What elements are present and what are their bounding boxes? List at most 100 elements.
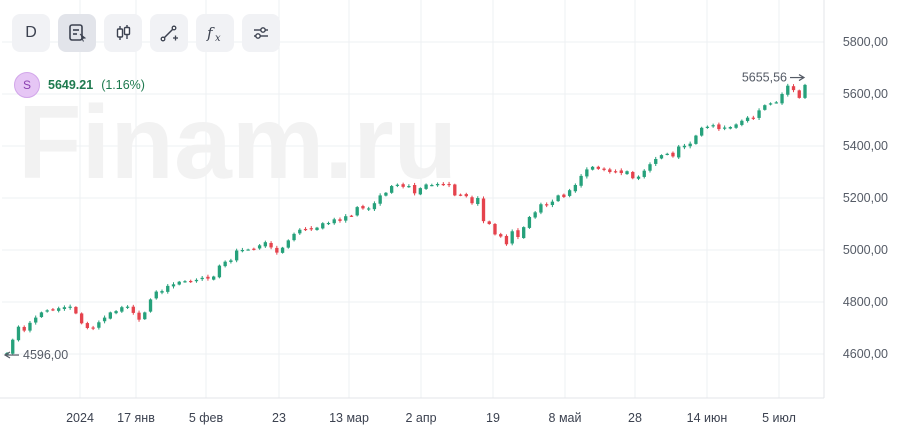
candle-body bbox=[326, 222, 331, 225]
candle-body bbox=[108, 312, 113, 319]
high-arrow bbox=[798, 74, 806, 82]
price-change: (1.16%) bbox=[101, 78, 145, 92]
candle-body bbox=[418, 188, 423, 195]
candle-body bbox=[682, 145, 687, 148]
candle-body bbox=[11, 339, 15, 354]
y-tick-label: 5400,00 bbox=[843, 139, 888, 153]
y-tick-label: 5800,00 bbox=[843, 35, 888, 49]
price-annotations: 4596,00 5655,56 bbox=[3, 71, 806, 362]
candle-body bbox=[774, 102, 778, 104]
candle-body bbox=[435, 183, 440, 186]
candle-body bbox=[481, 198, 486, 222]
candle-body bbox=[91, 327, 95, 329]
candle-body bbox=[470, 197, 474, 204]
candle-body bbox=[378, 195, 382, 204]
x-tick-label: 23 bbox=[272, 411, 286, 425]
candle-body bbox=[223, 261, 227, 267]
candle-body bbox=[321, 223, 325, 229]
interval-button[interactable]: D bbox=[12, 14, 50, 52]
last-price: 5649.21 bbox=[48, 78, 94, 92]
candle-body bbox=[177, 281, 181, 285]
candle-body bbox=[206, 276, 210, 279]
candle-body bbox=[562, 194, 566, 197]
chart-template-button[interactable] bbox=[58, 14, 96, 52]
candle-body bbox=[154, 291, 158, 299]
drawing-tools-button[interactable] bbox=[150, 14, 188, 52]
candle-body bbox=[791, 86, 796, 91]
settings-button[interactable] bbox=[242, 14, 280, 52]
candlestick-icon bbox=[116, 25, 131, 40]
candle-body bbox=[711, 125, 715, 127]
candle-body bbox=[263, 242, 268, 247]
candle-body bbox=[137, 312, 141, 320]
y-tick-label: 5200,00 bbox=[843, 191, 888, 205]
candle-body bbox=[458, 194, 463, 196]
candle-body bbox=[131, 306, 135, 313]
settings-sliders-icon bbox=[254, 27, 268, 39]
candle-body bbox=[677, 146, 681, 158]
chart-type-button[interactable] bbox=[104, 14, 142, 52]
x-tick-label: 19 bbox=[486, 411, 500, 425]
candle-body bbox=[619, 170, 623, 174]
candle-body bbox=[487, 221, 491, 224]
candle-body bbox=[608, 169, 612, 172]
candle-body bbox=[51, 309, 55, 311]
candle-body bbox=[361, 206, 365, 209]
candle-body bbox=[22, 326, 26, 331]
candle-body bbox=[252, 248, 256, 250]
candle-body bbox=[734, 124, 738, 128]
candle-body bbox=[143, 312, 147, 320]
candle-body bbox=[803, 84, 807, 98]
candle-body bbox=[550, 201, 555, 206]
x-tick-label: 5 фев bbox=[189, 411, 224, 425]
candle-body bbox=[45, 310, 49, 312]
candle-body bbox=[699, 127, 704, 136]
low-price-label: 4596,00 bbox=[23, 348, 68, 362]
grid bbox=[2, 0, 824, 398]
candle-body bbox=[102, 317, 107, 322]
candle-body bbox=[332, 219, 336, 224]
candle-body bbox=[602, 168, 606, 170]
x-tick-label: 17 янв bbox=[117, 411, 155, 425]
candle-body bbox=[510, 231, 514, 244]
candle-body bbox=[499, 234, 503, 237]
candle-body bbox=[493, 224, 497, 235]
candle-body bbox=[516, 230, 520, 237]
candle-body bbox=[453, 184, 457, 196]
candle-body bbox=[166, 285, 170, 292]
x-tick-label: 2024 bbox=[66, 411, 94, 425]
candle-body bbox=[74, 306, 78, 314]
y-tick-label: 5000,00 bbox=[843, 243, 888, 257]
x-tick-label: 5 июл bbox=[762, 411, 796, 425]
candle-body bbox=[596, 166, 600, 169]
candle-body bbox=[79, 313, 84, 324]
candle-body bbox=[68, 306, 72, 308]
candle-body bbox=[246, 249, 250, 251]
candle-body bbox=[533, 212, 537, 218]
candle-body bbox=[315, 227, 319, 230]
candle-body bbox=[114, 311, 118, 314]
candle-body bbox=[57, 308, 61, 311]
candle-body bbox=[344, 216, 348, 221]
candle-body bbox=[183, 281, 187, 283]
x-tick-label: 28 bbox=[628, 411, 642, 425]
candle-body bbox=[189, 280, 193, 283]
candle-body bbox=[120, 307, 124, 312]
candle-body bbox=[642, 170, 646, 177]
x-tick-label: 13 мар bbox=[329, 411, 369, 425]
candle-body bbox=[745, 117, 750, 122]
candle-body bbox=[797, 90, 801, 98]
symbol-badge[interactable]: S bbox=[14, 72, 40, 98]
candle-body bbox=[372, 203, 377, 210]
candle-body bbox=[527, 216, 532, 228]
candle-body bbox=[34, 317, 38, 323]
candle-body bbox=[349, 215, 354, 217]
candle-body bbox=[441, 183, 445, 186]
high-price-label: 5655,56 bbox=[742, 71, 787, 85]
candle-body bbox=[447, 183, 451, 186]
candle-body bbox=[160, 291, 164, 293]
